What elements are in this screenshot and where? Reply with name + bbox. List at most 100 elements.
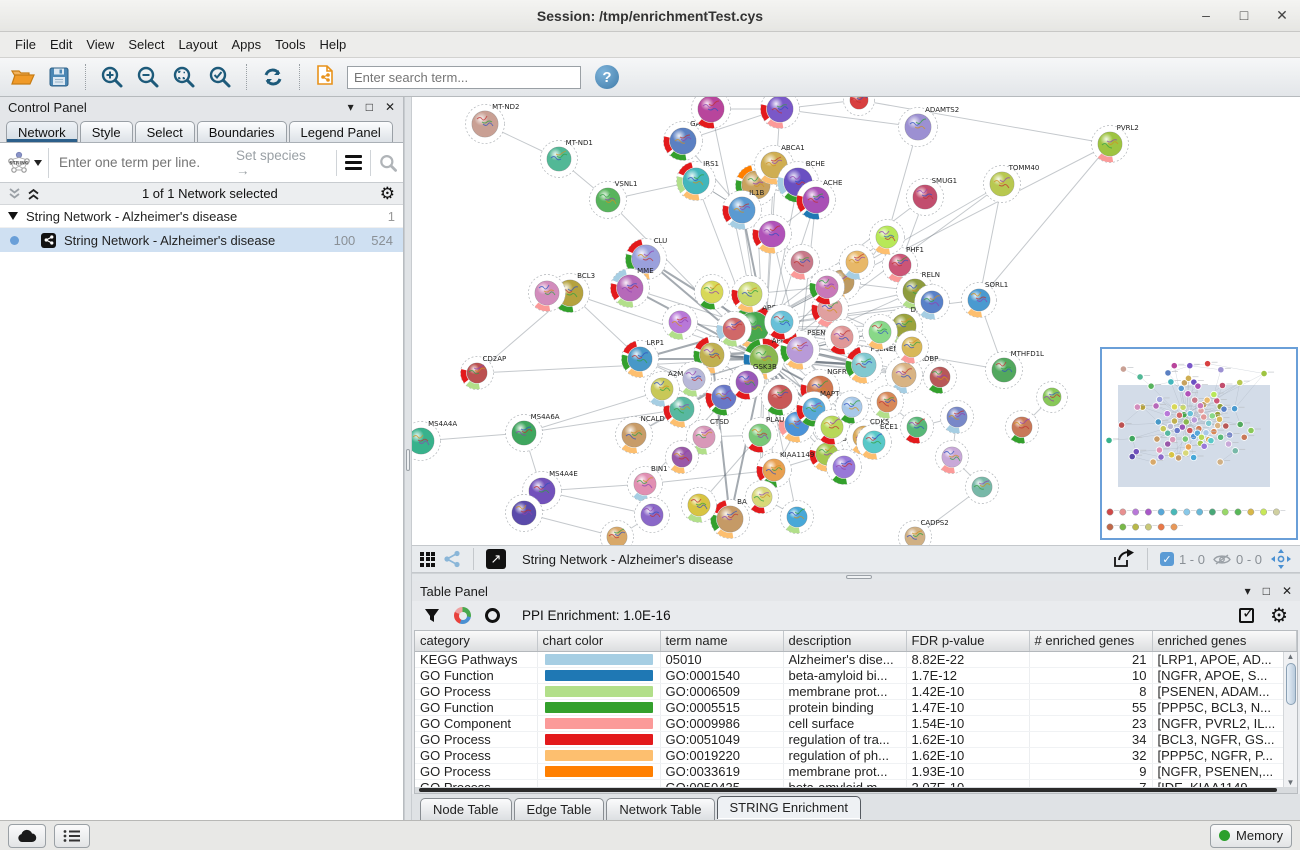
select-terms-icon[interactable] [1239, 604, 1255, 623]
navigator-icon[interactable] [1270, 548, 1292, 570]
tab-network[interactable]: Network [6, 121, 78, 142]
birds-eye-overview[interactable] [1100, 347, 1298, 540]
string-term-input[interactable] [49, 155, 236, 170]
network-label: String Network - Alzheimer's disease [64, 232, 276, 248]
cell: GO Function [415, 667, 538, 684]
close-button[interactable]: ✕ [1276, 7, 1288, 23]
table-splitter[interactable] [412, 573, 1300, 581]
grid-view-icon[interactable] [420, 551, 435, 567]
table-horizontal-scrollbar[interactable] [415, 787, 1297, 793]
refresh-button[interactable] [258, 62, 288, 92]
table-row[interactable]: GO Process GO:0050435beta-amyloid m...2.0… [415, 779, 1297, 788]
search-input[interactable] [347, 65, 581, 89]
collapse-all-icon[interactable] [8, 187, 21, 200]
menu-help[interactable]: Help [319, 37, 347, 52]
minimize-button[interactable]: – [1202, 7, 1210, 23]
svg-text:NCALD: NCALD [641, 415, 665, 423]
network-collection-row[interactable]: String Network - Alzheimer's disease 1 [0, 205, 403, 228]
task-list-button[interactable] [54, 823, 90, 848]
column-header[interactable]: enriched genes [1152, 631, 1297, 652]
svg-text:ACHE: ACHE [823, 179, 842, 187]
tab-legend-panel[interactable]: Legend Panel [288, 121, 393, 142]
cloud-button[interactable] [8, 823, 46, 848]
zoom-out-button[interactable] [133, 62, 163, 92]
table-row[interactable]: GO Component GO:0009986 cell surface 1.54E-… [415, 715, 1297, 732]
menu-tools[interactable]: Tools [275, 37, 306, 52]
enrichment-toolbar: PPI Enrichment: 1.0E-16 ⚙ [412, 601, 1300, 630]
zoom-selected-button[interactable] [205, 62, 235, 92]
tree-expander-icon[interactable] [8, 212, 18, 220]
export-view-icon[interactable] [1113, 549, 1135, 569]
panel-close-icon[interactable]: ✕ [1281, 584, 1292, 598]
table-row[interactable]: GO Function GO:0005515 protein binding 1.47… [415, 699, 1297, 716]
help-button[interactable]: ? [595, 65, 619, 89]
set-species-hint[interactable]: Set species → [236, 147, 306, 178]
memory-button[interactable]: Memory [1210, 823, 1292, 848]
string-search-icon[interactable] [379, 153, 397, 173]
menu-edit[interactable]: Edit [49, 37, 73, 52]
cell: GO Function [415, 699, 538, 716]
menu-layout[interactable]: Layout [178, 37, 218, 52]
zoom-fit-button[interactable] [169, 62, 199, 92]
network-row-selected[interactable]: String Network - Alzheimer's disease 100… [0, 228, 403, 252]
export-network-button[interactable] [311, 62, 341, 92]
panel-menu-icon[interactable]: ▾ [347, 100, 354, 114]
column-header[interactable]: chart color [537, 631, 661, 652]
table-vertical-scrollbar[interactable]: ▲ ▼ [1283, 651, 1297, 788]
filter-icon[interactable] [424, 608, 440, 624]
scroll-down-icon[interactable]: ▼ [1286, 778, 1295, 788]
hidden-eye-icon [1213, 553, 1231, 565]
network-graph[interactable]: MT-ND2MT-ND1VSNL1GAB2IRS1CHATABCA1BCHEAC… [412, 97, 1299, 545]
column-header[interactable]: # enriched genes [1029, 631, 1153, 652]
chart-icon[interactable] [454, 607, 471, 624]
tab-style[interactable]: Style [79, 121, 133, 142]
cell: [NGFR, PSENEN,... [1152, 763, 1297, 780]
table-row[interactable]: GO Process GO:0051049 regulation of tra...… [415, 731, 1297, 748]
tab-string-enrichment[interactable]: STRING Enrichment [716, 796, 861, 819]
ring-chart-icon[interactable] [485, 608, 500, 623]
panel-splitter[interactable] [404, 97, 412, 820]
table-row[interactable]: GO Function GO:0001540 beta-amyloid bi... 1… [415, 667, 1297, 684]
enrichment-settings-gear-icon[interactable]: ⚙ [1270, 604, 1288, 627]
open-session-button[interactable] [8, 62, 38, 92]
table-panel-title: Table Panel [420, 583, 488, 599]
save-session-button[interactable] [44, 62, 74, 92]
scrollbar-thumb[interactable] [1285, 662, 1296, 705]
tab-select[interactable]: Select [134, 121, 195, 142]
network-canvas[interactable]: MT-ND2MT-ND1VSNL1GAB2IRS1CHATABCA1BCHEAC… [412, 97, 1300, 545]
tab-edge-table[interactable]: Edge Table [513, 798, 605, 820]
panel-float-icon[interactable]: □ [1262, 584, 1270, 598]
menu-apps[interactable]: Apps [231, 37, 262, 52]
column-header[interactable]: category [415, 631, 538, 652]
network-options-gear-icon[interactable]: ⚙ [379, 184, 395, 203]
splitter-handle[interactable] [846, 575, 872, 579]
open-in-window-icon[interactable]: ↗ [486, 549, 506, 569]
panel-float-icon[interactable]: □ [365, 100, 373, 114]
string-protein-query-selector[interactable]: STRING [6, 147, 49, 178]
menu-select[interactable]: Select [128, 37, 165, 52]
share-network-icon[interactable] [443, 550, 461, 568]
table-row[interactable]: KEGG Pathways 05010 Alzheimer's dise... 8.8… [415, 651, 1297, 668]
zoom-in-button[interactable] [97, 62, 127, 92]
menu-file[interactable]: File [15, 37, 36, 52]
string-options-menu-icon[interactable] [345, 155, 362, 170]
menu-view[interactable]: View [86, 37, 115, 52]
column-header[interactable]: term name [660, 631, 784, 652]
column-header[interactable]: description [783, 631, 907, 652]
expand-all-icon[interactable] [27, 188, 40, 200]
column-header[interactable]: FDR p-value [906, 631, 1030, 652]
tab-node-table[interactable]: Node Table [420, 798, 512, 820]
maximize-button[interactable]: □ [1239, 7, 1249, 23]
tab-network-table[interactable]: Network Table [606, 798, 715, 820]
cell: GO Component [415, 715, 538, 732]
scroll-up-icon[interactable]: ▲ [1286, 651, 1295, 661]
table-row[interactable]: GO Process GO:0019220 regulation of ph... 1… [415, 747, 1297, 764]
scrollbar-thumb[interactable] [419, 788, 1277, 793]
document-share-icon [317, 65, 333, 85]
table-row[interactable]: GO Process GO:0033619 membrane prot... 1.93… [415, 763, 1297, 780]
splitter-handle[interactable] [406, 449, 410, 471]
tab-boundaries[interactable]: Boundaries [196, 121, 287, 142]
panel-close-icon[interactable]: ✕ [384, 100, 395, 114]
panel-menu-icon[interactable]: ▾ [1244, 584, 1251, 598]
table-row[interactable]: GO Process GO:0006509 membrane prot... 1.42… [415, 683, 1297, 700]
